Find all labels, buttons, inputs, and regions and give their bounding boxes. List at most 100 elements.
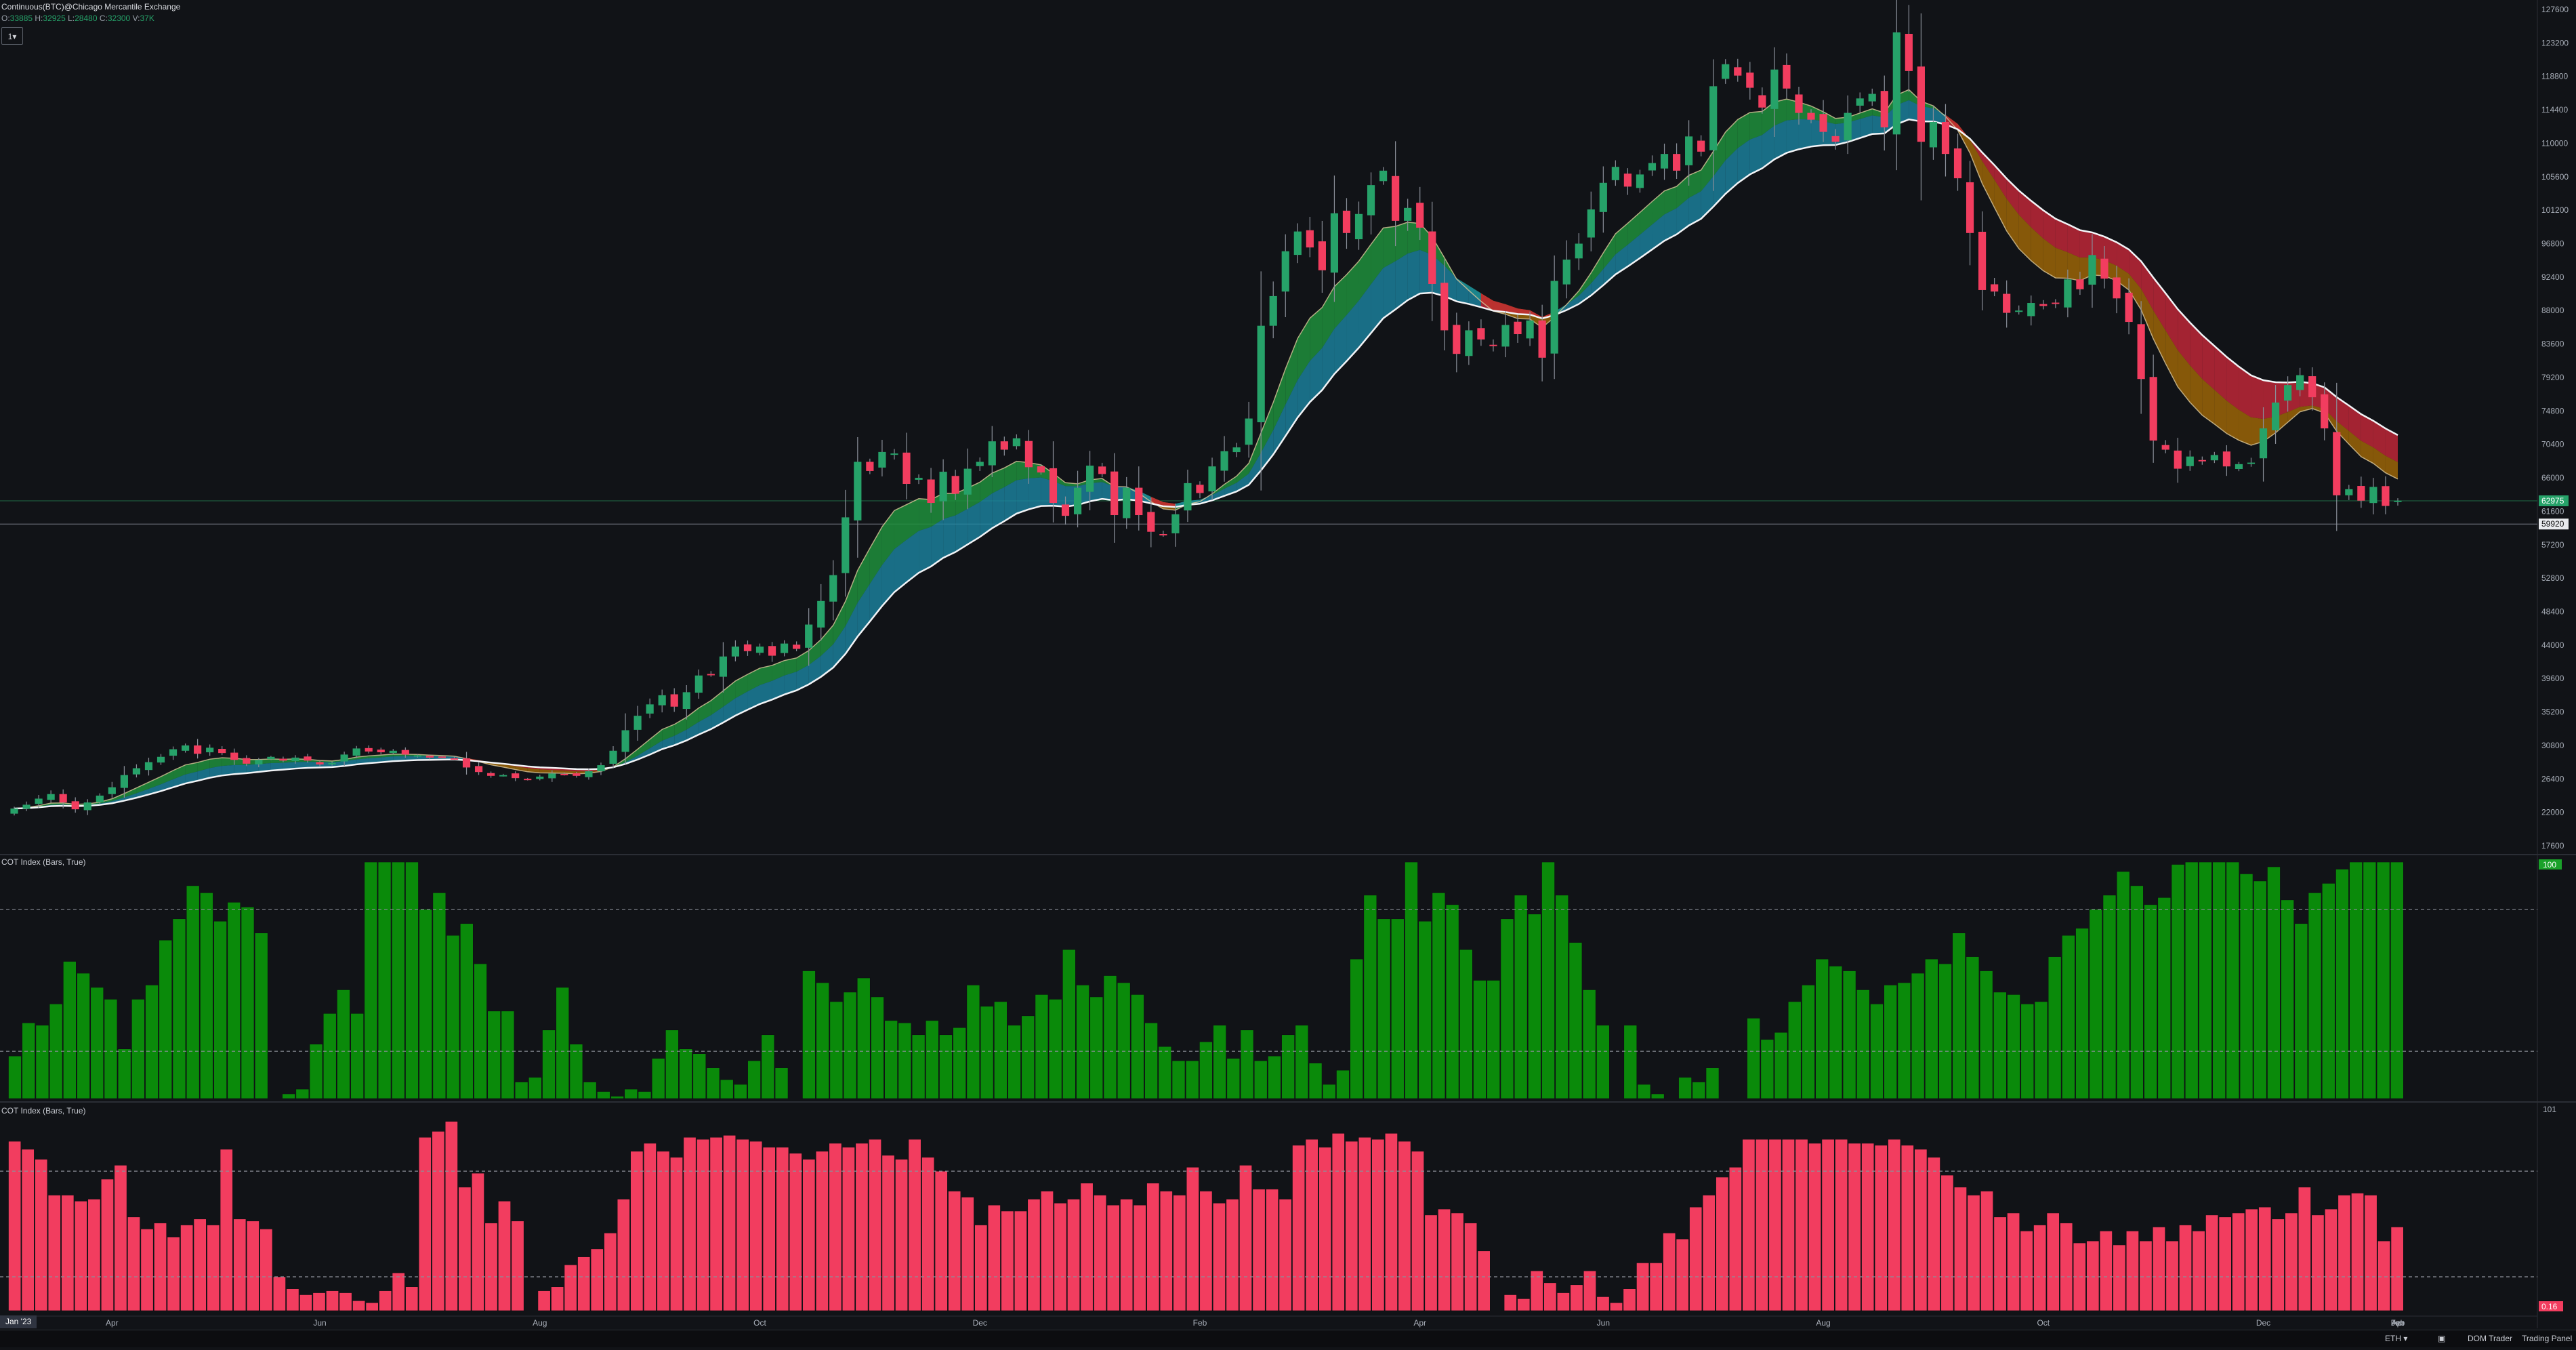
- calendar-icon[interactable]: ▣: [2438, 1334, 2445, 1343]
- cot-green-bar: [1884, 985, 1897, 1099]
- ribbon-segment: [919, 527, 931, 573]
- cot-green-bar: [1391, 919, 1404, 1099]
- candle-body: [1587, 209, 1595, 237]
- cot-green-bar: [460, 924, 473, 1099]
- cot-red-bar: [2272, 1219, 2284, 1311]
- cot-red-bar: [2060, 1223, 2073, 1311]
- cot-green-bar: [2062, 935, 2075, 1099]
- cot-red-bar: [670, 1158, 682, 1311]
- cot-green-bar: [2363, 862, 2376, 1099]
- cot-green-bar: [1692, 1082, 1705, 1099]
- candle-body: [1807, 113, 1814, 120]
- y-tick-label: 22000: [2541, 808, 2564, 817]
- candle-body: [989, 441, 996, 465]
- cot-green-bar: [597, 1092, 610, 1099]
- candle: [1869, 89, 1876, 106]
- candle-body: [1428, 232, 1436, 284]
- cot-red-bar: [1848, 1143, 1861, 1311]
- cot-red-bar: [326, 1291, 338, 1311]
- cot-green-bar: [1199, 1042, 1212, 1099]
- close-value: 32300: [108, 14, 130, 23]
- candle: [1489, 340, 1497, 352]
- candle: [732, 640, 739, 661]
- cot-green-bar: [693, 1054, 706, 1099]
- trading-panel-button[interactable]: Trading Panel: [2522, 1334, 2572, 1343]
- candle: [1123, 477, 1130, 529]
- candle-body: [659, 695, 666, 705]
- candle: [206, 745, 213, 756]
- x-tick-label: Aug: [533, 1318, 547, 1328]
- candle-body: [1832, 136, 1840, 142]
- cot-green-bar: [802, 971, 815, 1099]
- candle-body: [1282, 251, 1289, 291]
- cot-red-bar: [194, 1219, 206, 1311]
- candle-body: [2199, 460, 2206, 462]
- cot-red-bar: [1438, 1209, 1450, 1311]
- cot-green-bar: [501, 1011, 514, 1099]
- candle: [1673, 143, 1680, 179]
- cot-red-bar: [445, 1122, 457, 1311]
- candle-body: [1636, 174, 1644, 188]
- cot-red-bar: [1134, 1205, 1146, 1311]
- candle-body: [1600, 183, 1607, 212]
- cot-red-bar: [1332, 1133, 1344, 1311]
- session-selector[interactable]: ETH ▾: [2385, 1334, 2407, 1343]
- timeframe-button[interactable]: 1▾: [1, 27, 23, 45]
- candle-body: [854, 462, 861, 520]
- x-start-label: Jan '23: [0, 1315, 37, 1328]
- candle: [1783, 54, 1790, 99]
- cot-green-bar: [2295, 924, 2308, 1099]
- cot-red-bar: [1610, 1303, 1622, 1311]
- candle-body: [1661, 154, 1668, 168]
- cot-red-bar: [1571, 1285, 1583, 1311]
- cot-red-bar: [1663, 1233, 1675, 1311]
- candle: [2138, 301, 2145, 413]
- cot-green-bar: [857, 978, 870, 1099]
- candle-body: [1294, 232, 1302, 255]
- cot-red-bar: [2298, 1187, 2310, 1311]
- candle: [1587, 192, 1595, 251]
- candle-body: [1306, 230, 1314, 247]
- candle-body: [2064, 279, 2071, 307]
- candle: [84, 799, 91, 815]
- cot-red-bar: [710, 1137, 722, 1311]
- dom-trader-button[interactable]: DOM Trader: [2468, 1334, 2512, 1343]
- candle-body: [2308, 376, 2316, 397]
- cot-green-bar: [1774, 1032, 1787, 1099]
- cot-green-bar: [433, 893, 446, 1099]
- cot-red-bar: [115, 1165, 127, 1311]
- cot-red-bar: [1994, 1217, 2006, 1311]
- candle: [512, 771, 519, 781]
- candle-body: [2015, 310, 2022, 312]
- cot-red-bar: [9, 1141, 21, 1311]
- cot-red-bar: [1650, 1263, 1662, 1311]
- candle-body: [940, 472, 947, 502]
- candle-body: [316, 762, 323, 764]
- candle: [133, 764, 140, 777]
- high-value: 32925: [43, 14, 65, 23]
- cot-green-bar: [1761, 1040, 1774, 1099]
- candle-body: [475, 766, 482, 772]
- candle-body: [1673, 154, 1680, 171]
- candle-body: [1709, 86, 1717, 150]
- cot-green-bar: [1816, 959, 1829, 1099]
- ribbon-segment: [1384, 226, 1396, 268]
- candle-body: [1746, 73, 1753, 87]
- candle-body: [10, 809, 18, 814]
- candle-body: [621, 730, 629, 752]
- cot-red-bar: [352, 1301, 365, 1311]
- cot-green-bar: [173, 919, 186, 1099]
- cot-red-bar: [895, 1160, 907, 1311]
- candle-body: [1465, 330, 1472, 356]
- cot-red-bar: [419, 1137, 431, 1311]
- x-tick-label: Aug: [1816, 1318, 1830, 1328]
- candle-body: [756, 647, 764, 653]
- cot-red-bar: [2007, 1213, 2019, 1311]
- candle: [22, 802, 30, 811]
- candle: [1306, 217, 1314, 258]
- cot-red-bar: [2338, 1195, 2350, 1311]
- candle: [218, 746, 226, 755]
- cot-red-bar: [1094, 1195, 1106, 1311]
